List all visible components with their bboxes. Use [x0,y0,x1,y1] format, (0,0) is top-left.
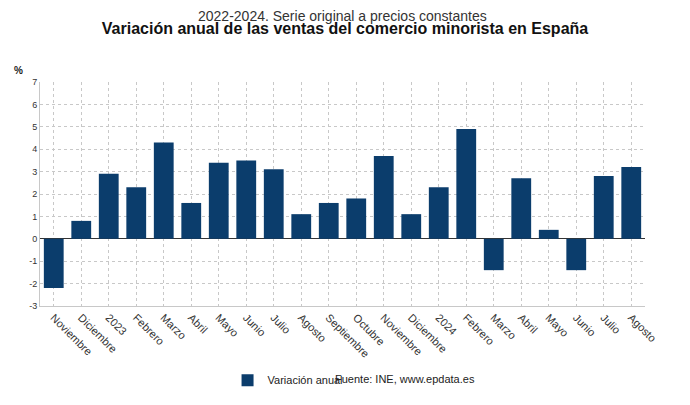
svg-text:2: 2 [32,189,37,199]
svg-text:1: 1 [32,212,37,222]
svg-text:Junio: Junio [241,312,268,339]
svg-text:4: 4 [32,144,37,154]
svg-text:Noviembre: Noviembre [48,312,94,358]
svg-text:Agosto: Agosto [626,312,659,345]
svg-text:-3: -3 [29,301,37,311]
svg-text:Variación anual de las ventas: Variación anual de las ventas del comerc… [102,20,589,37]
svg-text:Julio: Julio [598,312,622,336]
svg-text:-2: -2 [29,279,37,289]
svg-text:Fuente: INE, www.epdata.es: Fuente: INE, www.epdata.es [335,373,475,385]
svg-text:Noviembre: Noviembre [378,312,424,358]
svg-text:Abril: Abril [516,312,540,336]
svg-text:Octubre: Octubre [351,312,387,348]
svg-text:%: % [14,65,23,76]
svg-text:3: 3 [32,167,37,177]
svg-text:Febrero: Febrero [461,312,497,348]
svg-text:Febrero: Febrero [131,312,167,348]
svg-text:Mayo: Mayo [213,312,241,340]
svg-text:2022-2024. Serie original a pr: 2022-2024. Serie original a precios cons… [198,8,487,24]
svg-text:7: 7 [32,77,37,87]
svg-text:Diciembre: Diciembre [406,312,449,355]
svg-text:Julio: Julio [268,312,292,336]
svg-text:0: 0 [32,234,37,244]
svg-text:Marzo: Marzo [488,312,518,342]
svg-text:2023: 2023 [103,312,129,338]
svg-text:Variación anual: Variación anual [268,374,343,386]
svg-text:Agosto: Agosto [296,312,329,345]
svg-text:2024: 2024 [433,312,459,338]
svg-text:Septiembre: Septiembre [323,312,371,360]
svg-text:6: 6 [32,100,37,110]
svg-text:Mayo: Mayo [543,312,571,340]
svg-text:Abril: Abril [186,312,210,336]
svg-text:-1: -1 [29,256,37,266]
svg-text:Marzo: Marzo [158,312,188,342]
svg-text:Junio: Junio [571,312,598,339]
svg-text:5: 5 [32,122,37,132]
svg-text:Diciembre: Diciembre [76,312,119,355]
